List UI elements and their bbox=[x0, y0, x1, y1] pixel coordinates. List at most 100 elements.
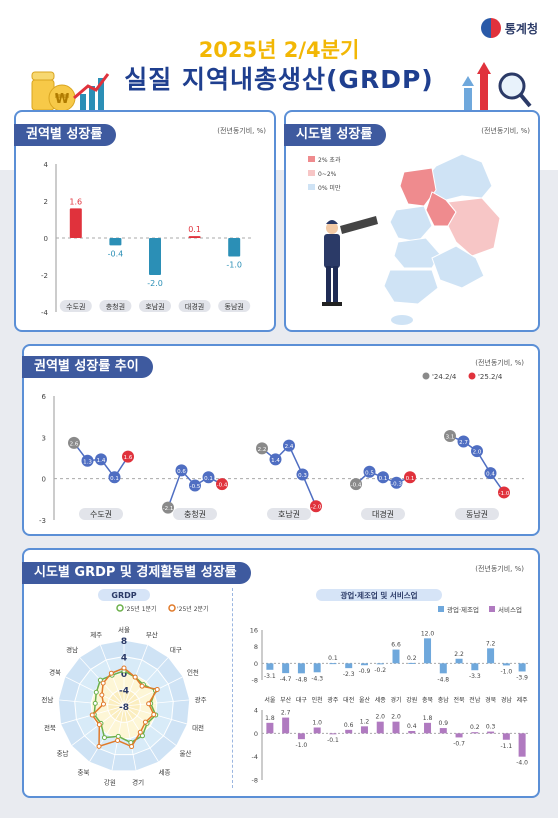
growth-magnifier-icon bbox=[462, 62, 532, 114]
bar bbox=[266, 722, 274, 734]
map-jeonnam bbox=[383, 269, 439, 305]
legend-low-label: 0% 미만 bbox=[318, 184, 341, 192]
trend-point bbox=[484, 467, 497, 480]
bar bbox=[439, 663, 447, 674]
bar bbox=[360, 663, 368, 666]
region-label: 충남 bbox=[438, 696, 450, 704]
y-tick-label: 3 bbox=[42, 434, 46, 442]
point-label: 0.1 bbox=[110, 476, 119, 482]
region-label: 대전 bbox=[343, 696, 354, 704]
trend-point bbox=[95, 453, 107, 466]
bar bbox=[313, 727, 321, 734]
region-label: 경북 bbox=[485, 697, 497, 704]
radar-axis-label: 부산 bbox=[146, 630, 158, 639]
point-label: 1.4 bbox=[97, 458, 106, 464]
point-label: -2.0 bbox=[311, 505, 322, 511]
bar-value-label: -1.0 bbox=[296, 742, 308, 749]
radar-axis-label: 광주 bbox=[195, 696, 207, 704]
bar-value-label: 0.2 bbox=[470, 724, 480, 731]
bar-value-label: 2.0 bbox=[391, 714, 401, 721]
bar-value-label: 12.0 bbox=[421, 630, 435, 637]
y-tick-label: 4 bbox=[254, 707, 258, 715]
radar-point bbox=[139, 733, 145, 739]
trend-point bbox=[269, 453, 282, 466]
radar-point bbox=[101, 735, 107, 741]
y-tick-label: -2 bbox=[41, 272, 48, 280]
group-label: 수도권 bbox=[90, 509, 112, 519]
region-label: 울산 bbox=[359, 696, 371, 704]
divider bbox=[232, 588, 234, 788]
radar-point bbox=[96, 743, 102, 749]
point-label: 2.7 bbox=[459, 440, 468, 446]
bar-value-label: -1.0 bbox=[226, 261, 242, 270]
bar-value-label: -0.7 bbox=[453, 740, 465, 747]
radar-title-pill bbox=[98, 589, 150, 601]
unit-label: (전년동기비, %) bbox=[475, 359, 524, 367]
bar-value-label: -4.0 bbox=[516, 760, 528, 767]
legend-swatch-high bbox=[308, 156, 315, 162]
bar bbox=[455, 733, 463, 738]
bar bbox=[455, 658, 463, 664]
page-title: 실질 지역내총생산(GRDP) bbox=[124, 65, 434, 94]
point-label: 0.5 bbox=[365, 470, 374, 476]
bars-title-pill bbox=[316, 589, 442, 601]
trend-point bbox=[256, 442, 268, 455]
radar-axis-label: 서울 bbox=[118, 625, 130, 634]
category-label: 충청권 bbox=[106, 302, 125, 311]
map-legend: 2% 초과 0~2% 0% 미만 bbox=[308, 156, 341, 192]
bar bbox=[188, 236, 201, 238]
title-year: 2025년 2/4분기 bbox=[198, 38, 360, 62]
bar bbox=[345, 729, 353, 734]
bar bbox=[376, 721, 384, 734]
bar bbox=[376, 663, 384, 665]
bar-value-label: -3.3 bbox=[469, 673, 481, 680]
radar-point bbox=[121, 665, 127, 671]
trend-point bbox=[175, 464, 188, 477]
svg-text:₩: ₩ bbox=[55, 92, 70, 107]
radar-axis-label: 경기 bbox=[132, 778, 144, 787]
radar-tick-label: 0 bbox=[121, 670, 127, 680]
bar-value-label: -3.9 bbox=[516, 674, 528, 681]
radar-axis-label: 전북 bbox=[44, 723, 56, 732]
coins-chart-icon: ₩ bbox=[31, 71, 110, 112]
trend-point bbox=[108, 471, 121, 484]
radar-point bbox=[115, 733, 121, 739]
panel-title: 시도별 성장률 bbox=[284, 124, 387, 146]
category-pill bbox=[218, 300, 251, 312]
bar-value-label: -0.4 bbox=[108, 249, 124, 258]
region-label: 경기 bbox=[390, 696, 401, 704]
radar-point bbox=[132, 674, 138, 680]
bar-value-label: 0.1 bbox=[328, 655, 338, 662]
region-label: 부산 bbox=[280, 696, 292, 704]
category-label: 동남권 bbox=[225, 302, 244, 311]
trend-point bbox=[122, 450, 134, 463]
point-label: 1.3 bbox=[83, 459, 92, 465]
bar-value-label: -4.7 bbox=[280, 676, 292, 683]
bars-title: 광업·제조업 및 서비스업 bbox=[340, 590, 417, 600]
region-label: 강원 bbox=[406, 696, 417, 704]
bar bbox=[282, 717, 290, 734]
bar bbox=[297, 663, 305, 674]
point-label: 0.1 bbox=[204, 476, 213, 482]
bar bbox=[408, 662, 416, 664]
unit-label: (전년동기비, %) bbox=[217, 127, 266, 135]
radar-point bbox=[92, 700, 98, 706]
point-label: 1.4 bbox=[271, 458, 280, 464]
radar-spoke bbox=[123, 705, 137, 771]
group-label: 호남권 bbox=[278, 509, 300, 519]
radar-point bbox=[93, 689, 99, 695]
panel-title: 권역별 성장률 추이 bbox=[22, 356, 153, 378]
radar-point bbox=[115, 737, 121, 743]
category-label: 대경권 bbox=[185, 302, 204, 311]
bar-value-label: 1.8 bbox=[265, 715, 275, 722]
point-label: 0.4 bbox=[486, 472, 495, 478]
map-chungnam bbox=[389, 205, 433, 243]
y-tick-label: 0 bbox=[42, 476, 46, 484]
radar-tick-label: 8 bbox=[121, 637, 127, 647]
bar bbox=[424, 638, 432, 664]
radar-tick-label: -8 bbox=[119, 703, 129, 713]
bar-value-label: 1.8 bbox=[423, 715, 433, 722]
radar-point bbox=[129, 744, 135, 750]
legend-mining-swatch bbox=[438, 606, 444, 612]
